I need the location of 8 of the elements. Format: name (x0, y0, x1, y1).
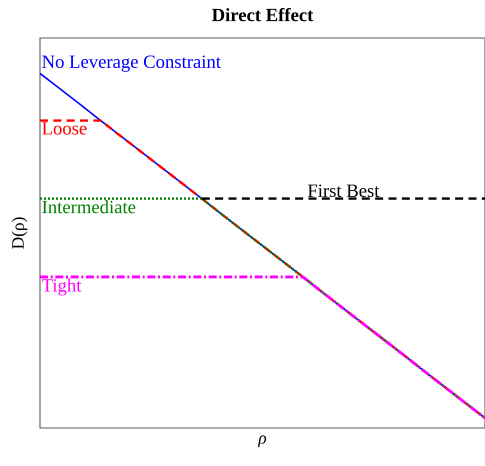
chart-title: Direct Effect (212, 8, 314, 22)
series-label: Tight (42, 278, 82, 296)
series-label: No Leverage Constraint (42, 55, 221, 72)
series-label: First Best (308, 184, 380, 198)
y-axis-title: D(ρ) (12, 217, 28, 249)
series-label: Intermediate (42, 200, 136, 214)
x-axis-title: ρ (258, 435, 266, 448)
series-label: Loose (42, 122, 87, 135)
